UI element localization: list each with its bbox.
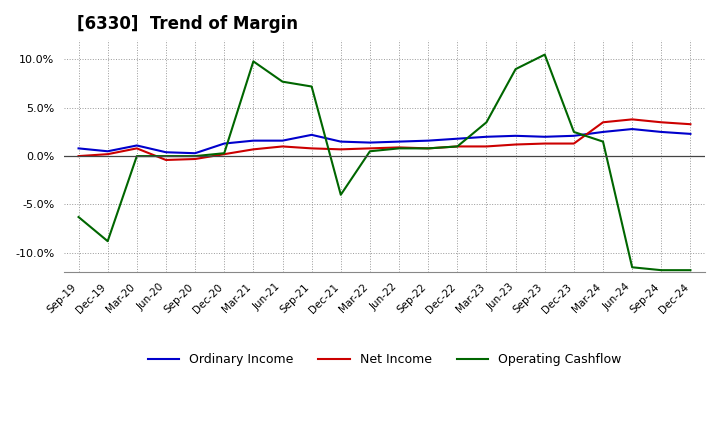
Ordinary Income xyxy=(628,126,636,132)
Ordinary Income xyxy=(686,131,695,136)
Ordinary Income xyxy=(541,134,549,139)
Operating Cashflow xyxy=(570,129,578,135)
Net Income xyxy=(599,120,608,125)
Net Income xyxy=(570,141,578,146)
Net Income xyxy=(278,144,287,149)
Net Income xyxy=(74,154,83,159)
Ordinary Income xyxy=(599,129,608,135)
Operating Cashflow xyxy=(74,214,83,220)
Operating Cashflow xyxy=(249,59,258,64)
Operating Cashflow xyxy=(482,120,491,125)
Operating Cashflow xyxy=(278,79,287,84)
Operating Cashflow xyxy=(336,192,345,198)
Operating Cashflow xyxy=(220,150,228,156)
Net Income xyxy=(541,141,549,146)
Net Income xyxy=(104,151,112,157)
Ordinary Income xyxy=(74,146,83,151)
Operating Cashflow xyxy=(132,154,141,159)
Operating Cashflow xyxy=(541,52,549,57)
Net Income xyxy=(220,151,228,157)
Ordinary Income xyxy=(336,139,345,144)
Net Income xyxy=(336,147,345,152)
Net Income xyxy=(453,144,462,149)
Operating Cashflow xyxy=(511,66,520,72)
Legend: Ordinary Income, Net Income, Operating Cashflow: Ordinary Income, Net Income, Operating C… xyxy=(143,348,626,371)
Net Income xyxy=(628,117,636,122)
Ordinary Income xyxy=(278,138,287,143)
Ordinary Income xyxy=(657,129,665,135)
Operating Cashflow xyxy=(628,264,636,270)
Net Income xyxy=(249,147,258,152)
Net Income xyxy=(132,146,141,151)
Operating Cashflow xyxy=(424,146,433,151)
Net Income xyxy=(395,145,403,150)
Net Income xyxy=(482,144,491,149)
Net Income xyxy=(686,121,695,127)
Net Income xyxy=(511,142,520,147)
Operating Cashflow xyxy=(104,238,112,244)
Operating Cashflow xyxy=(686,268,695,273)
Net Income xyxy=(424,146,433,151)
Ordinary Income xyxy=(424,138,433,143)
Line: Net Income: Net Income xyxy=(78,119,690,160)
Net Income xyxy=(161,158,170,163)
Line: Operating Cashflow: Operating Cashflow xyxy=(78,55,690,270)
Ordinary Income xyxy=(453,136,462,141)
Ordinary Income xyxy=(161,150,170,155)
Operating Cashflow xyxy=(657,268,665,273)
Operating Cashflow xyxy=(366,149,374,154)
Operating Cashflow xyxy=(191,154,199,159)
Ordinary Income xyxy=(220,141,228,146)
Ordinary Income xyxy=(249,138,258,143)
Ordinary Income xyxy=(482,134,491,139)
Text: [6330]  Trend of Margin: [6330] Trend of Margin xyxy=(77,15,298,33)
Ordinary Income xyxy=(511,133,520,139)
Line: Ordinary Income: Ordinary Income xyxy=(78,129,690,153)
Net Income xyxy=(657,120,665,125)
Net Income xyxy=(307,146,316,151)
Ordinary Income xyxy=(307,132,316,137)
Operating Cashflow xyxy=(599,139,608,144)
Operating Cashflow xyxy=(395,146,403,151)
Net Income xyxy=(191,156,199,161)
Operating Cashflow xyxy=(161,154,170,159)
Net Income xyxy=(366,146,374,151)
Operating Cashflow xyxy=(453,144,462,149)
Operating Cashflow xyxy=(307,84,316,89)
Ordinary Income xyxy=(395,139,403,144)
Ordinary Income xyxy=(104,149,112,154)
Ordinary Income xyxy=(132,143,141,148)
Ordinary Income xyxy=(570,133,578,139)
Ordinary Income xyxy=(366,140,374,145)
Ordinary Income xyxy=(191,150,199,156)
